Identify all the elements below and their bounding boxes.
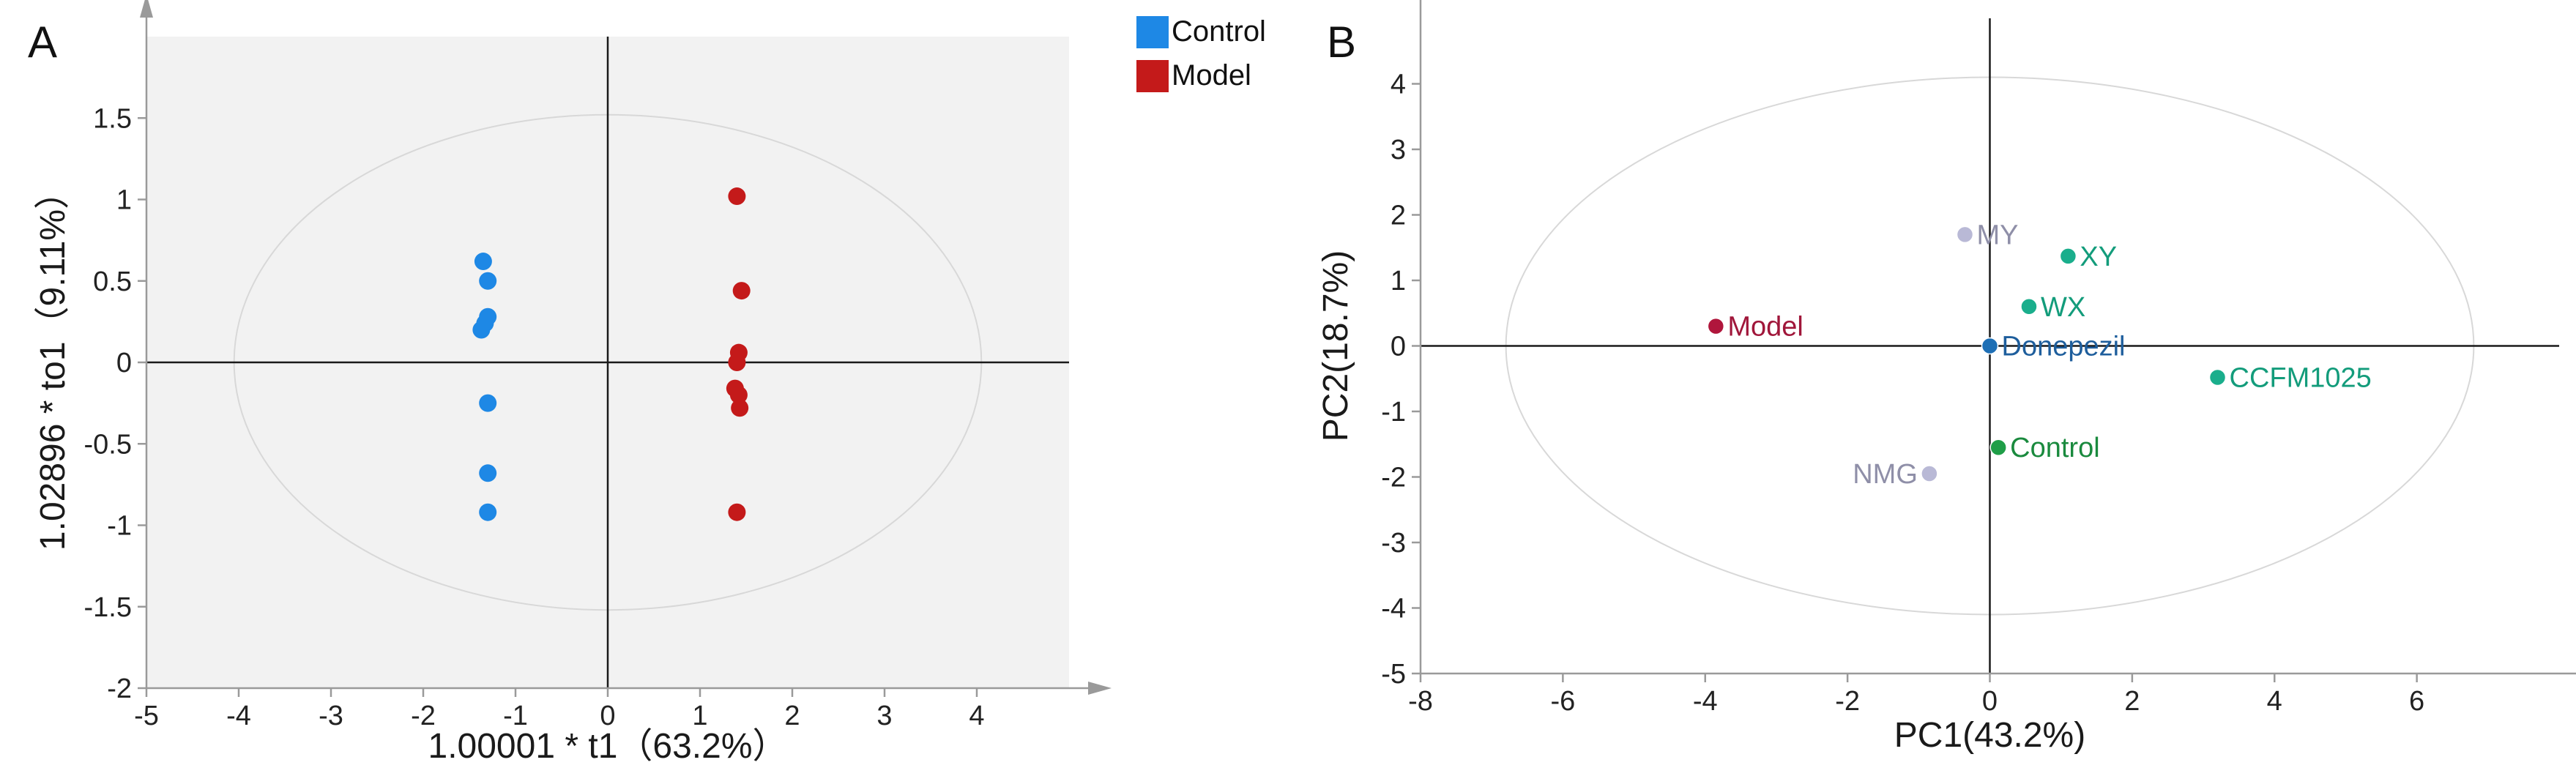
x-tick-label: 2	[2124, 686, 2140, 717]
y-tick-label: -1	[107, 511, 132, 542]
y-tick-label: 2	[1391, 201, 1406, 231]
x-tick-label: -6	[1550, 686, 1575, 717]
y-tick-label: 1.5	[93, 103, 132, 134]
y-axis-arrow	[140, 0, 153, 18]
x-tick-label: 0	[600, 701, 615, 731]
chart-panel-a: -5 -4 -3 -2 -1 0 1 2 3 4 -2 -1.5 -1 -0.5 0 0.5 1 1.5 1.000…	[28, 0, 1266, 766]
x-tick-label: -4	[226, 701, 251, 731]
y-tick-label: -5	[1381, 659, 1406, 690]
y-tick-label: 1	[1391, 266, 1406, 296]
y-tick-label: 0	[1391, 332, 1406, 362]
y-axis-title: PC2(18.7%)	[1317, 250, 1355, 441]
x-tick-label: 2	[784, 701, 800, 731]
data-point-control	[472, 321, 491, 339]
point-label-wx: WX	[2041, 292, 2085, 323]
data-point-control	[1989, 439, 2007, 456]
point-label-control: Control	[2010, 433, 2100, 463]
data-point-model	[728, 187, 746, 206]
panel-label: A	[28, 18, 57, 67]
data-point-control	[474, 253, 492, 271]
x-tick-label: -1	[503, 701, 528, 731]
legend-label-control: Control	[1172, 15, 1266, 48]
x-axis-title: PC1(43.2%)	[1894, 716, 2085, 755]
data-point-ccfm1025	[2208, 368, 2227, 387]
data-point-control	[479, 503, 497, 521]
y-tick-label: -4	[1381, 594, 1406, 624]
x-tick-label: -3	[319, 701, 343, 731]
legend-swatch-control	[1136, 16, 1169, 48]
data-point-my	[1956, 225, 1974, 244]
y-tick-label: -0.5	[84, 429, 132, 460]
point-label-donepezil: Donepezil	[2002, 332, 2126, 362]
legend-label-model: Model	[1172, 59, 1251, 92]
data-point-xy	[2059, 247, 2077, 265]
x-tick-label: 6	[2409, 686, 2424, 717]
y-tick-label: -2	[1381, 463, 1406, 493]
legend-swatch-model	[1136, 60, 1169, 92]
data-point-model	[731, 399, 749, 417]
x-axis-title: 1.00001 * t1（63.2%）	[428, 727, 788, 766]
point-label-nmg: NMG	[1853, 459, 1918, 490]
y-tick-label: 3	[1391, 135, 1406, 165]
y-tick-label: -2	[107, 674, 132, 704]
data-point-control	[479, 394, 497, 412]
data-point-model	[729, 386, 748, 404]
y-tick-label: 0.5	[93, 266, 132, 297]
x-tick-label: -2	[411, 701, 436, 731]
y-tick-label: -1.5	[84, 592, 132, 623]
y-tick-label: -1	[1381, 397, 1406, 428]
point-label-ccfm1025: CCFM1025	[2230, 362, 2372, 393]
chart-panel-b: -8 -6 -4 -2 0 2 4 6 -5 -4 -3 -2 -1 0 1 2 3 4 PC1(43.2%) PC2…	[1317, 0, 2576, 755]
point-label-model: Model	[1727, 312, 1803, 343]
x-axis-arrow	[1088, 682, 1112, 695]
x-tick-label: 0	[1982, 686, 1998, 717]
y-tick-label: 1	[116, 185, 132, 216]
x-tick-label: 3	[876, 701, 892, 731]
data-point-control	[479, 464, 497, 482]
point-label-xy: XY	[2080, 242, 2117, 272]
y-tick-label: -3	[1381, 528, 1406, 559]
panel-label: B	[1327, 18, 1356, 67]
x-tick-label: 1	[692, 701, 707, 731]
point-label-my: MY	[1976, 220, 2018, 250]
data-point-model	[732, 282, 751, 300]
data-point-model	[1707, 317, 1725, 335]
x-tick-label: 4	[969, 701, 984, 731]
data-point-nmg	[1921, 465, 1938, 482]
y-tick-label: 4	[1391, 70, 1406, 100]
x-tick-label: 4	[2267, 686, 2282, 717]
data-point-wx	[2020, 298, 2038, 316]
y-tick-label: 0	[116, 348, 132, 378]
data-point-donepezil	[1981, 337, 1999, 355]
data-point-model	[728, 503, 746, 521]
x-tick-label: -2	[1835, 686, 1860, 717]
x-tick-label: -4	[1693, 686, 1718, 717]
data-point-model	[728, 354, 746, 371]
x-tick-label: -8	[1408, 686, 1433, 717]
data-point-control	[479, 272, 497, 290]
y-axis-title: 1.02896 * to1（9.11%）	[34, 174, 72, 551]
x-tick-label: -5	[134, 701, 159, 731]
